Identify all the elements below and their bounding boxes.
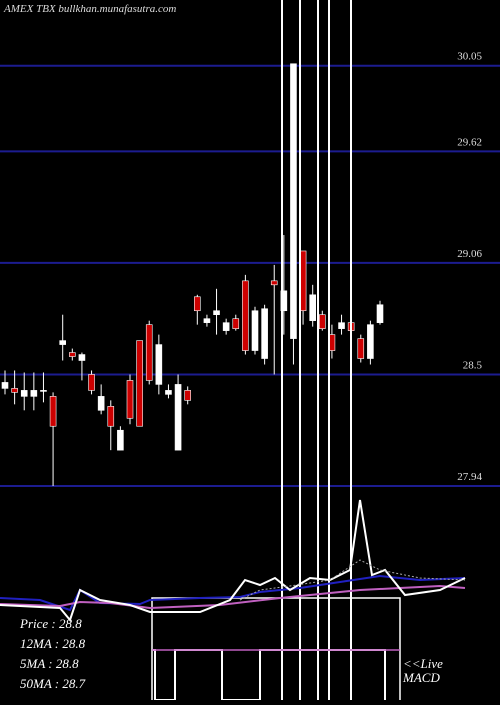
- candle-body: [357, 338, 365, 359]
- candle-body: [69, 352, 76, 357]
- y-tick-label: 29.06: [457, 248, 482, 260]
- candle-body: [232, 318, 240, 329]
- candle-body: [174, 384, 182, 451]
- legend-item: 50MA : 28.7: [20, 676, 86, 691]
- candle-body: [145, 324, 153, 381]
- y-tick-label: 27.94: [457, 471, 482, 483]
- candle-body: [11, 388, 18, 393]
- price-line: [0, 499, 466, 623]
- candle-body: [242, 280, 249, 351]
- candle-body: [40, 390, 47, 392]
- ma-line: [239, 559, 466, 601]
- candle-body: [126, 380, 134, 419]
- candle-body: [117, 429, 124, 451]
- legend-item: 12MA : 28.8: [20, 636, 86, 651]
- candle-body: [1, 382, 9, 389]
- candle-body: [107, 406, 115, 427]
- y-tick-label: 28.5: [463, 359, 483, 371]
- candle-body: [49, 396, 57, 427]
- candle-body: [184, 390, 191, 401]
- candle-body: [59, 340, 66, 345]
- indicators: [0, 499, 466, 705]
- legend-item: 5MA : 28.8: [20, 656, 79, 671]
- legend-item: Price : 28.8: [19, 616, 82, 631]
- candle-body: [338, 322, 345, 329]
- candle-body: [194, 296, 201, 312]
- candle-body: [155, 344, 163, 385]
- grid: 30.05 29.62 29.06 28.5 27.94: [0, 51, 500, 487]
- chart-title: AMEX TBX bullkhan.munafasutra.com: [3, 3, 176, 15]
- candle-body: [251, 310, 259, 351]
- candle-body: [20, 390, 28, 397]
- candle-body: [213, 310, 220, 316]
- y-tick-label: 30.05: [457, 51, 482, 63]
- candle-body: [165, 390, 172, 395]
- candle-body: [290, 63, 297, 339]
- candle-body: [280, 290, 288, 312]
- candle-body: [30, 390, 38, 397]
- candle-body: [136, 340, 143, 427]
- candle-body: [309, 294, 316, 321]
- candle-body: [222, 322, 230, 331]
- candle-body: [261, 308, 268, 359]
- candle-body: [78, 354, 86, 361]
- candle-body: [319, 314, 326, 329]
- candle-body: [203, 318, 211, 323]
- candle-body: [376, 304, 384, 323]
- y-tick-label: 29.62: [457, 136, 482, 148]
- candles: [1, 63, 384, 486]
- candle-body: [97, 396, 105, 411]
- candle-body: [367, 324, 374, 359]
- macd-label: MACD: [402, 670, 440, 685]
- macd-label: <<Live: [403, 656, 443, 671]
- candle-body: [88, 374, 95, 391]
- candle-body: [270, 280, 278, 286]
